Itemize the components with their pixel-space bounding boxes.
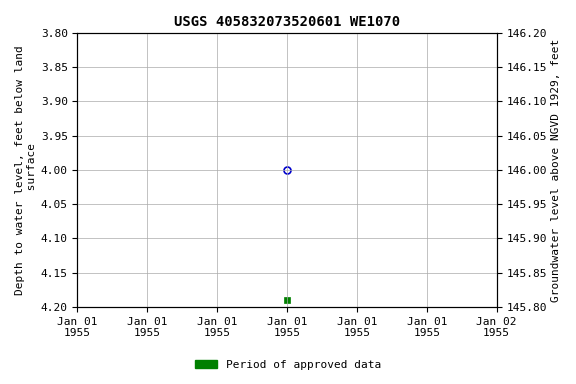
Y-axis label: Groundwater level above NGVD 1929, feet: Groundwater level above NGVD 1929, feet [551, 38, 561, 301]
Y-axis label: Depth to water level, feet below land
 surface: Depth to water level, feet below land su… [15, 45, 37, 295]
Legend: Period of approved data: Period of approved data [191, 356, 385, 375]
Title: USGS 405832073520601 WE1070: USGS 405832073520601 WE1070 [174, 15, 400, 29]
